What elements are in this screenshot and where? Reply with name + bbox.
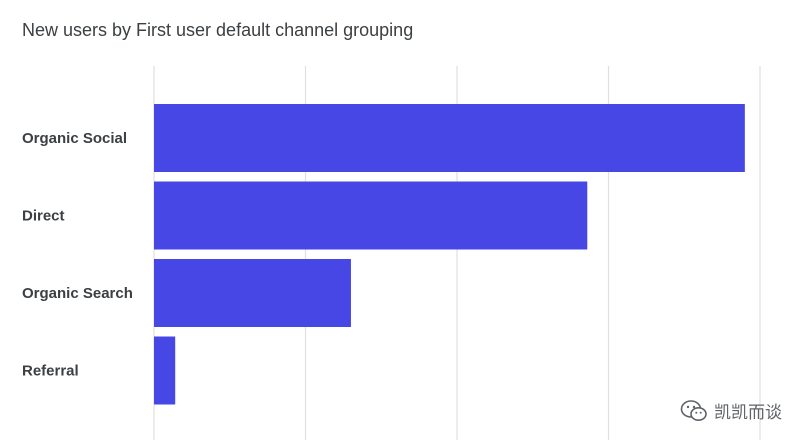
- chart-title: New users by First user default channel …: [22, 20, 414, 40]
- bar-referral: [154, 336, 176, 405]
- category-label: Organic Social: [22, 130, 127, 147]
- bars: [154, 104, 745, 405]
- category-label: Organic Search: [22, 285, 133, 302]
- bar-direct: [154, 181, 588, 250]
- category-label: Direct: [22, 208, 65, 225]
- wechat-icon: [680, 399, 707, 421]
- category-labels: Organic Social Direct Organic Search Referr…: [22, 130, 133, 380]
- category-label: Referral: [22, 363, 79, 380]
- bar-organic-search: [154, 259, 351, 327]
- watermark-text: 凯凯而谈: [714, 403, 782, 423]
- bar-organic-social: [154, 104, 745, 172]
- watermark: 凯凯而谈: [680, 398, 782, 423]
